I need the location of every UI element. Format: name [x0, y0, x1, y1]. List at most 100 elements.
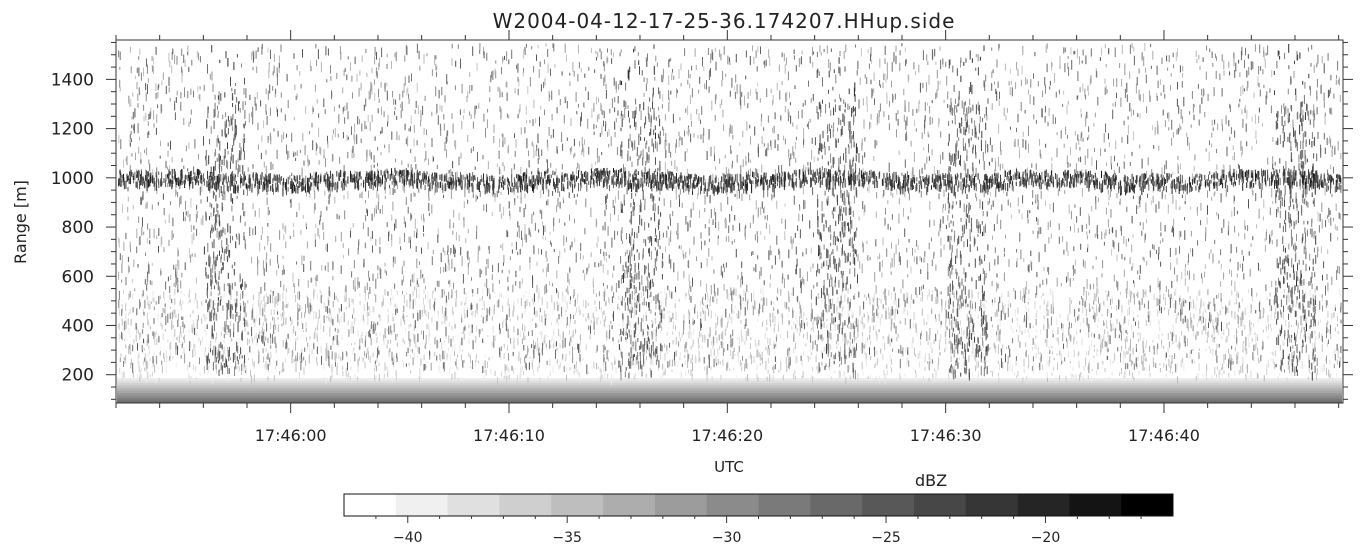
- echo-speckle: [727, 344, 729, 351]
- echo-speckle: [1148, 310, 1150, 316]
- echo-speckle: [917, 353, 919, 360]
- echo-speckle: [1027, 329, 1029, 333]
- echo-speckle: [556, 288, 557, 294]
- echo-speckle: [913, 312, 915, 321]
- echo-speckle: [678, 335, 680, 339]
- echo-speckle: [706, 365, 708, 375]
- echo-speckle: [1312, 110, 1314, 116]
- echo-speckle: [374, 208, 375, 217]
- echo-speckle: [512, 351, 514, 356]
- echo-speckle: [1233, 206, 1235, 216]
- echo-speckle: [409, 301, 411, 309]
- echo-speckle: [1197, 372, 1199, 379]
- echo-speckle: [1184, 341, 1186, 347]
- echo-speckle: [688, 128, 690, 135]
- echo-speckle: [845, 377, 847, 384]
- echo-speckle: [785, 302, 787, 310]
- echo-speckle: [792, 310, 794, 318]
- echo-speckle: [1277, 376, 1279, 381]
- echo-speckle: [377, 272, 379, 279]
- echo-speckle: [1156, 249, 1157, 254]
- echo-speckle: [280, 108, 282, 113]
- echo-speckle: [1031, 262, 1033, 271]
- echo-speckle: [850, 298, 851, 304]
- echo-speckle: [860, 320, 862, 325]
- echo-speckle: [569, 350, 571, 356]
- echo-speckle: [1149, 310, 1151, 316]
- echo-speckle: [252, 337, 253, 344]
- echo-speckle: [210, 298, 212, 306]
- echo-speckle: [1208, 174, 1209, 178]
- echo-speckle: [584, 139, 585, 145]
- echo-speckle: [1072, 181, 1074, 187]
- echo-speckle: [295, 297, 297, 301]
- echo-speckle: [1279, 327, 1281, 332]
- echo-speckle: [611, 373, 613, 378]
- echo-speckle: [541, 297, 543, 306]
- echo-speckle: [1099, 57, 1101, 61]
- echo-speckle: [567, 285, 569, 294]
- echo-speckle: [1163, 296, 1165, 300]
- echo-speckle: [930, 342, 932, 349]
- echo-speckle: [929, 357, 931, 365]
- echo-speckle: [125, 346, 127, 349]
- echo-speckle: [651, 299, 653, 304]
- echo-speckle: [526, 299, 528, 307]
- echo-speckle: [1167, 333, 1169, 340]
- echo-speckle: [232, 154, 234, 164]
- echo-speckle: [632, 359, 634, 366]
- echo-speckle: [282, 314, 284, 319]
- echo-speckle: [724, 267, 725, 272]
- echo-speckle: [208, 307, 210, 313]
- echo-speckle: [137, 355, 139, 364]
- echo-speckle: [1084, 300, 1086, 308]
- echo-speckle: [363, 317, 365, 325]
- echo-speckle: [1187, 136, 1189, 146]
- echo-speckle: [956, 309, 958, 317]
- echo-speckle: [912, 322, 914, 329]
- echo-speckle: [605, 252, 607, 257]
- echo-speckle: [781, 52, 783, 57]
- echo-speckle: [470, 302, 472, 307]
- echo-speckle: [675, 325, 676, 331]
- echo-speckle: [538, 360, 540, 368]
- echo-speckle: [557, 186, 559, 193]
- echo-speckle: [606, 285, 608, 289]
- echo-speckle: [1044, 77, 1046, 86]
- echo-speckle: [542, 343, 544, 351]
- echo-speckle: [571, 335, 573, 343]
- echo-speckle: [1081, 296, 1082, 300]
- echo-speckle: [410, 348, 412, 352]
- echo-speckle: [629, 219, 631, 223]
- echo-speckle: [492, 356, 494, 359]
- echo-speckle: [600, 375, 602, 380]
- echo-speckle: [321, 264, 323, 271]
- echo-speckle: [998, 124, 1000, 134]
- echo-speckle: [272, 290, 274, 296]
- echo-speckle: [1055, 376, 1057, 385]
- echo-speckle: [1096, 309, 1098, 317]
- echo-speckle: [1316, 368, 1318, 375]
- echo-speckle: [1039, 351, 1041, 355]
- echo-speckle: [652, 95, 654, 104]
- echo-speckle: [1321, 333, 1323, 342]
- echo-speckle: [878, 375, 880, 384]
- echo-speckle: [355, 183, 357, 189]
- echo-speckle: [715, 212, 717, 221]
- echo-speckle: [328, 316, 330, 321]
- echo-speckle: [586, 373, 588, 377]
- echo-speckle: [353, 310, 355, 315]
- echo-speckle: [428, 330, 430, 337]
- echo-speckle: [423, 354, 425, 360]
- echo-speckle: [559, 362, 561, 368]
- echo-speckle: [1105, 229, 1107, 236]
- echo-speckle: [505, 323, 507, 331]
- echo-speckle: [486, 315, 488, 322]
- echo-speckle: [273, 337, 274, 343]
- echo-speckle: [414, 342, 416, 347]
- echo-speckle: [583, 299, 584, 308]
- echo-speckle: [1269, 207, 1271, 215]
- echo-speckle: [718, 177, 720, 182]
- echo-speckle: [305, 322, 307, 328]
- echo-speckle: [1229, 300, 1231, 306]
